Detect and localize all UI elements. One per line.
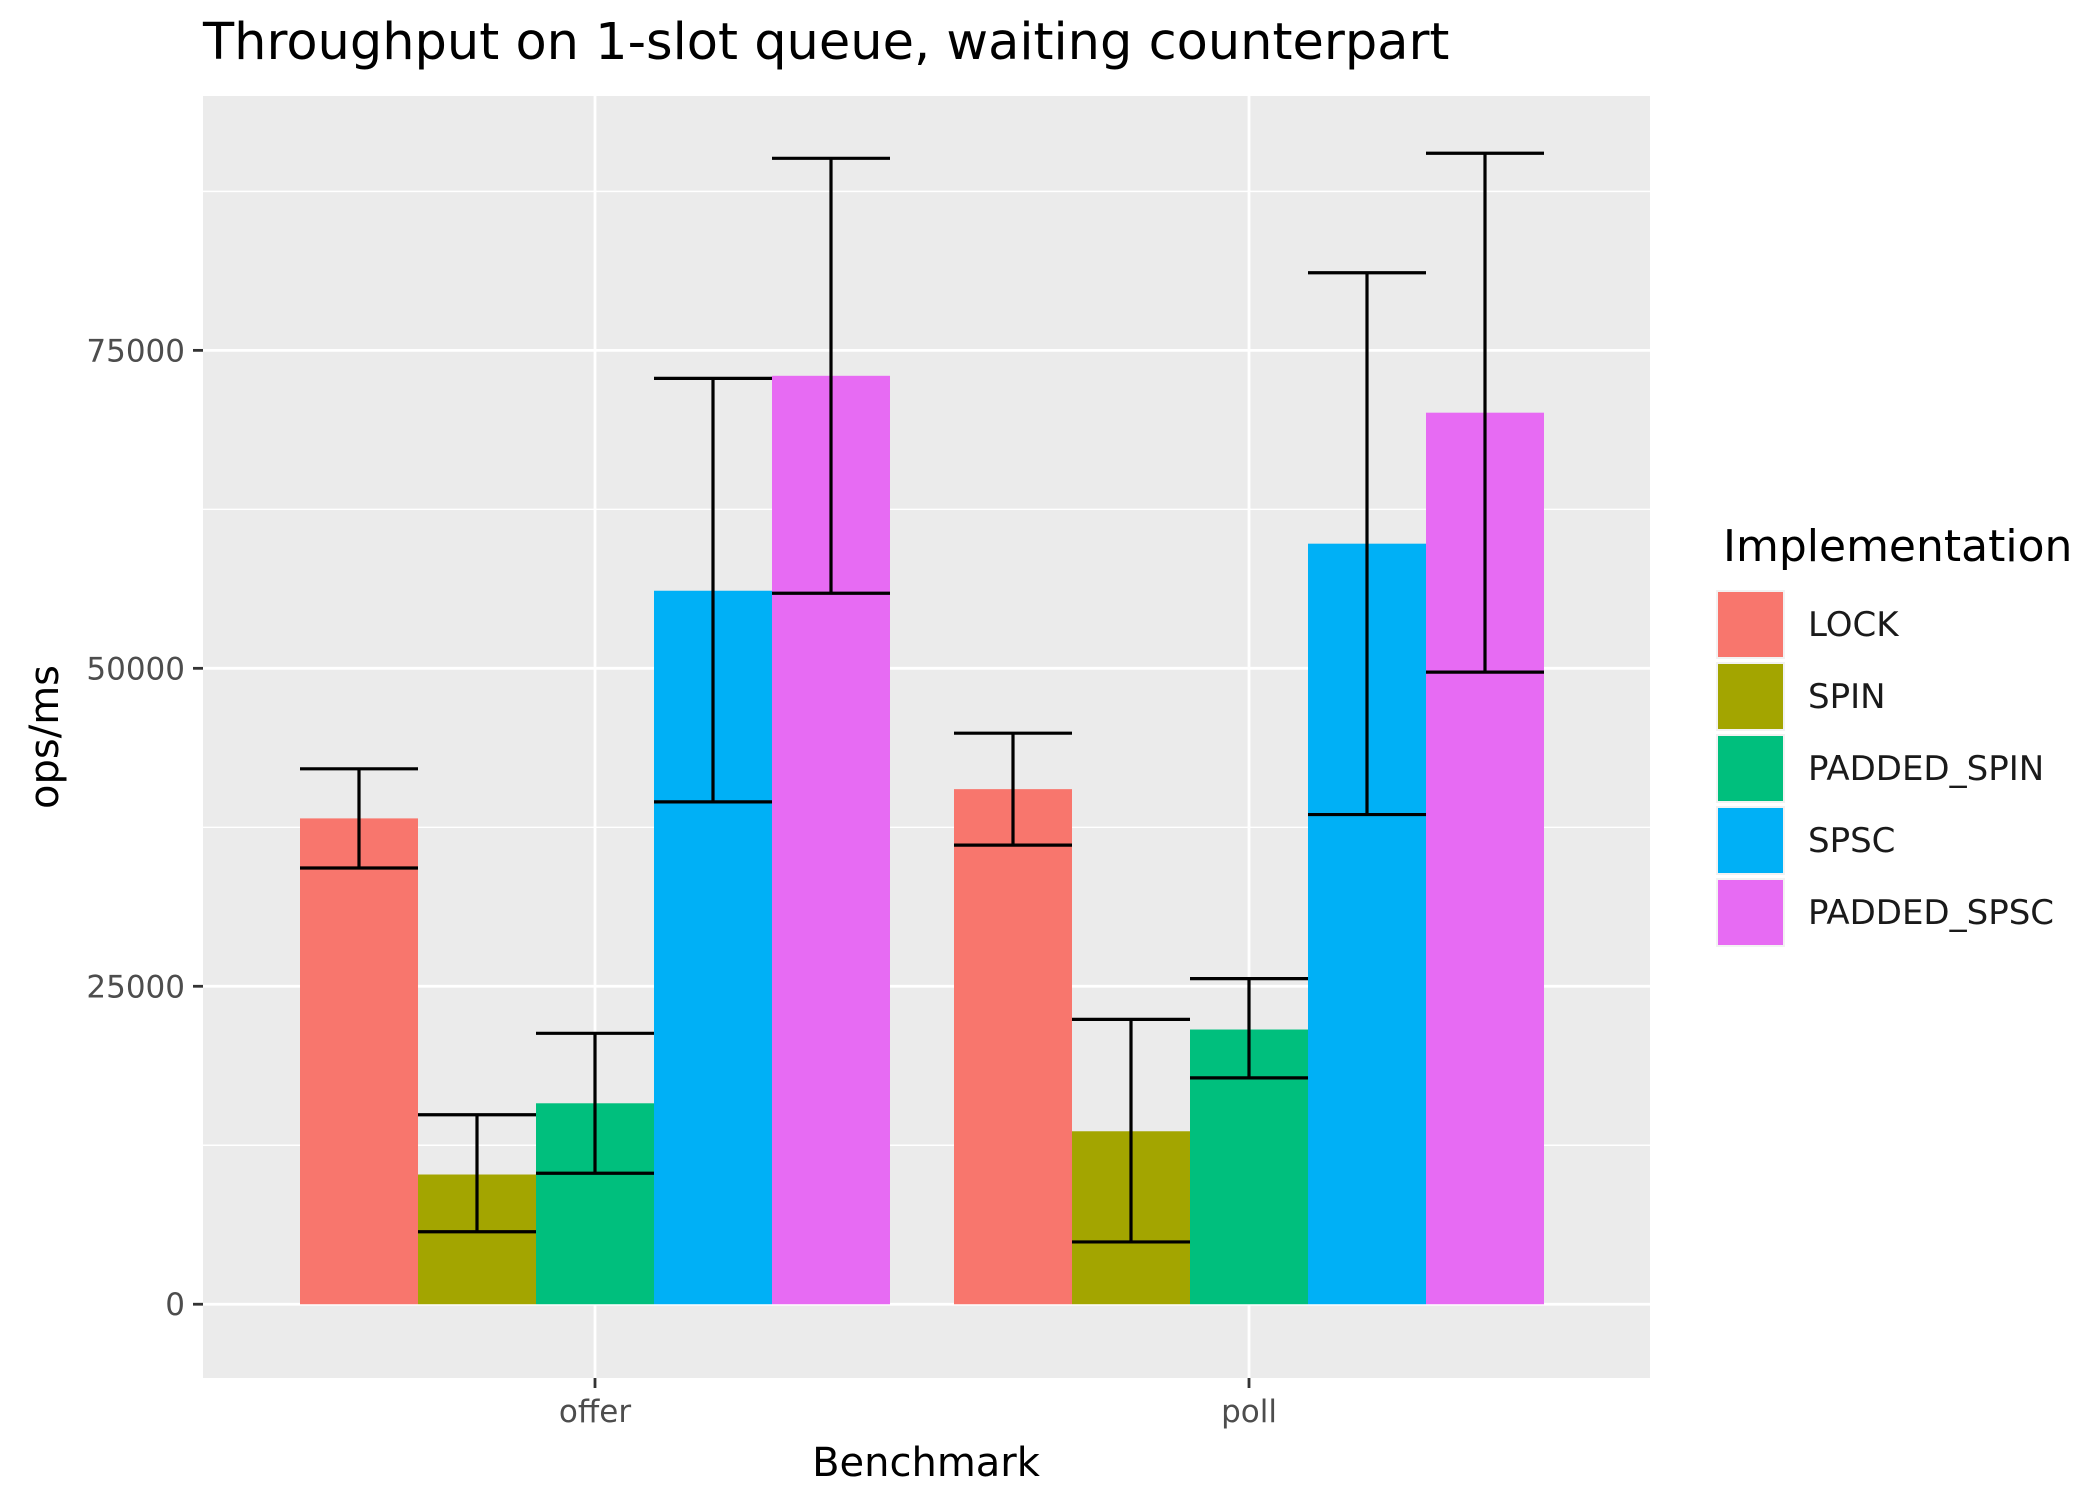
legend-label: SPSC — [1808, 821, 1895, 861]
legend-key — [1718, 880, 1783, 945]
x-tick-label: poll — [1221, 1394, 1277, 1430]
legend-key — [1718, 592, 1783, 657]
legend: Implementation LOCK SPIN PADDED_SPIN SPSC PA… — [1716, 521, 2072, 947]
x-axis-title: Benchmark — [812, 1440, 1041, 1486]
legend-key — [1718, 664, 1783, 729]
x-axis: offer poll — [559, 1378, 1277, 1430]
y-axis: 0 25000 50000 75000 — [86, 333, 203, 1323]
bar — [300, 818, 418, 1305]
y-tick-label: 25000 — [86, 969, 185, 1005]
legend-label: LOCK — [1808, 605, 1900, 645]
bar — [954, 789, 1072, 1305]
legend-key — [1718, 736, 1783, 801]
legend-title: Implementation — [1723, 521, 2072, 572]
y-axis-title: ops/ms — [22, 665, 68, 809]
error-bars — [300, 151, 1544, 1244]
legend-label: SPIN — [1808, 677, 1886, 717]
x-tick-label: offer — [559, 1394, 631, 1430]
y-tick-label: 50000 — [86, 651, 185, 687]
chart-title: Throughput on 1-slot queue, waiting coun… — [202, 13, 1449, 72]
legend-label: PADDED_SPIN — [1808, 749, 2044, 789]
legend-key — [1718, 808, 1783, 873]
legend-label: PADDED_SPSC — [1808, 893, 2054, 933]
y-tick-label: 75000 — [86, 333, 185, 369]
y-tick-label: 0 — [165, 1287, 185, 1323]
